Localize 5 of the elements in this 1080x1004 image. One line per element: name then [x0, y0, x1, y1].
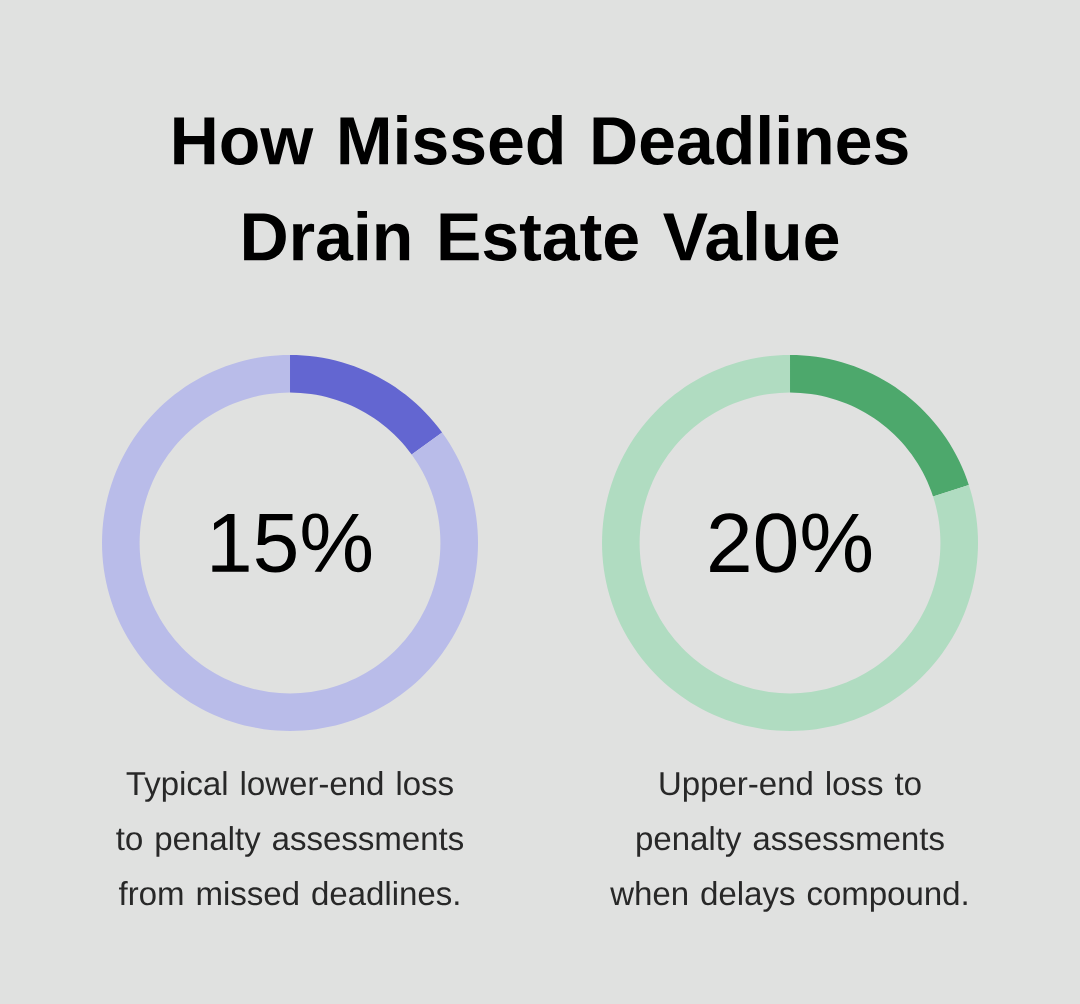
text: 20%	[710, 513, 872, 573]
text: Typical lower-end loss to penalty assessments from missed deadlines.	[116, 771, 464, 906]
chart-title: How Missed Deadlines Drain Estate Value	[174, 115, 908, 261]
text: Upper-end loss to penalty assessments when delays compound.	[610, 771, 967, 912]
text: 15%	[212, 513, 372, 573]
